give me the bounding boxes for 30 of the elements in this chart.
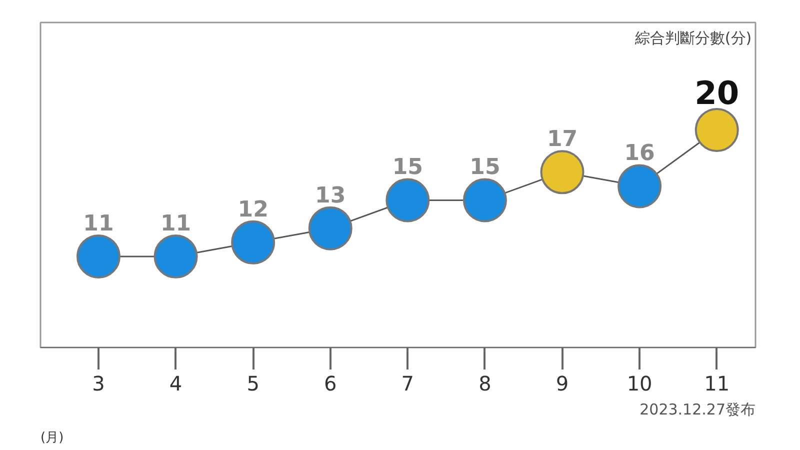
point [154,234,198,278]
x-tick-label: 11 [704,372,730,396]
data-label: 15 [470,155,500,180]
x-tick-label: 4 [169,372,182,396]
data-label: 11 [160,211,192,236]
point [462,178,507,222]
point [694,108,739,152]
x-tick-label: 5 [246,372,260,396]
x-tick-label: 8 [478,372,492,396]
x-tick-label: 7 [401,372,414,396]
x-tick-label: 6 [324,372,337,396]
data-label: 11 [83,211,114,236]
data-label: 15 [392,155,423,180]
point [231,220,276,264]
data-label: 20 [694,74,740,112]
x-tick-label: 9 [556,372,569,396]
data-label: 12 [238,197,268,222]
point [540,150,584,194]
point [308,206,352,250]
point [618,164,662,208]
data-label: 13 [315,183,346,208]
point [76,234,120,278]
text: 2023.12.27發布 [640,400,756,418]
point [386,178,430,222]
text: 綜合判斷分數(分) [634,28,752,47]
x-axis-title: (月) [40,430,64,446]
data-label: 16 [624,141,655,166]
x-tick-label: 10 [626,372,652,396]
data-label: 17 [546,127,578,152]
x-tick-label: 3 [92,372,105,396]
